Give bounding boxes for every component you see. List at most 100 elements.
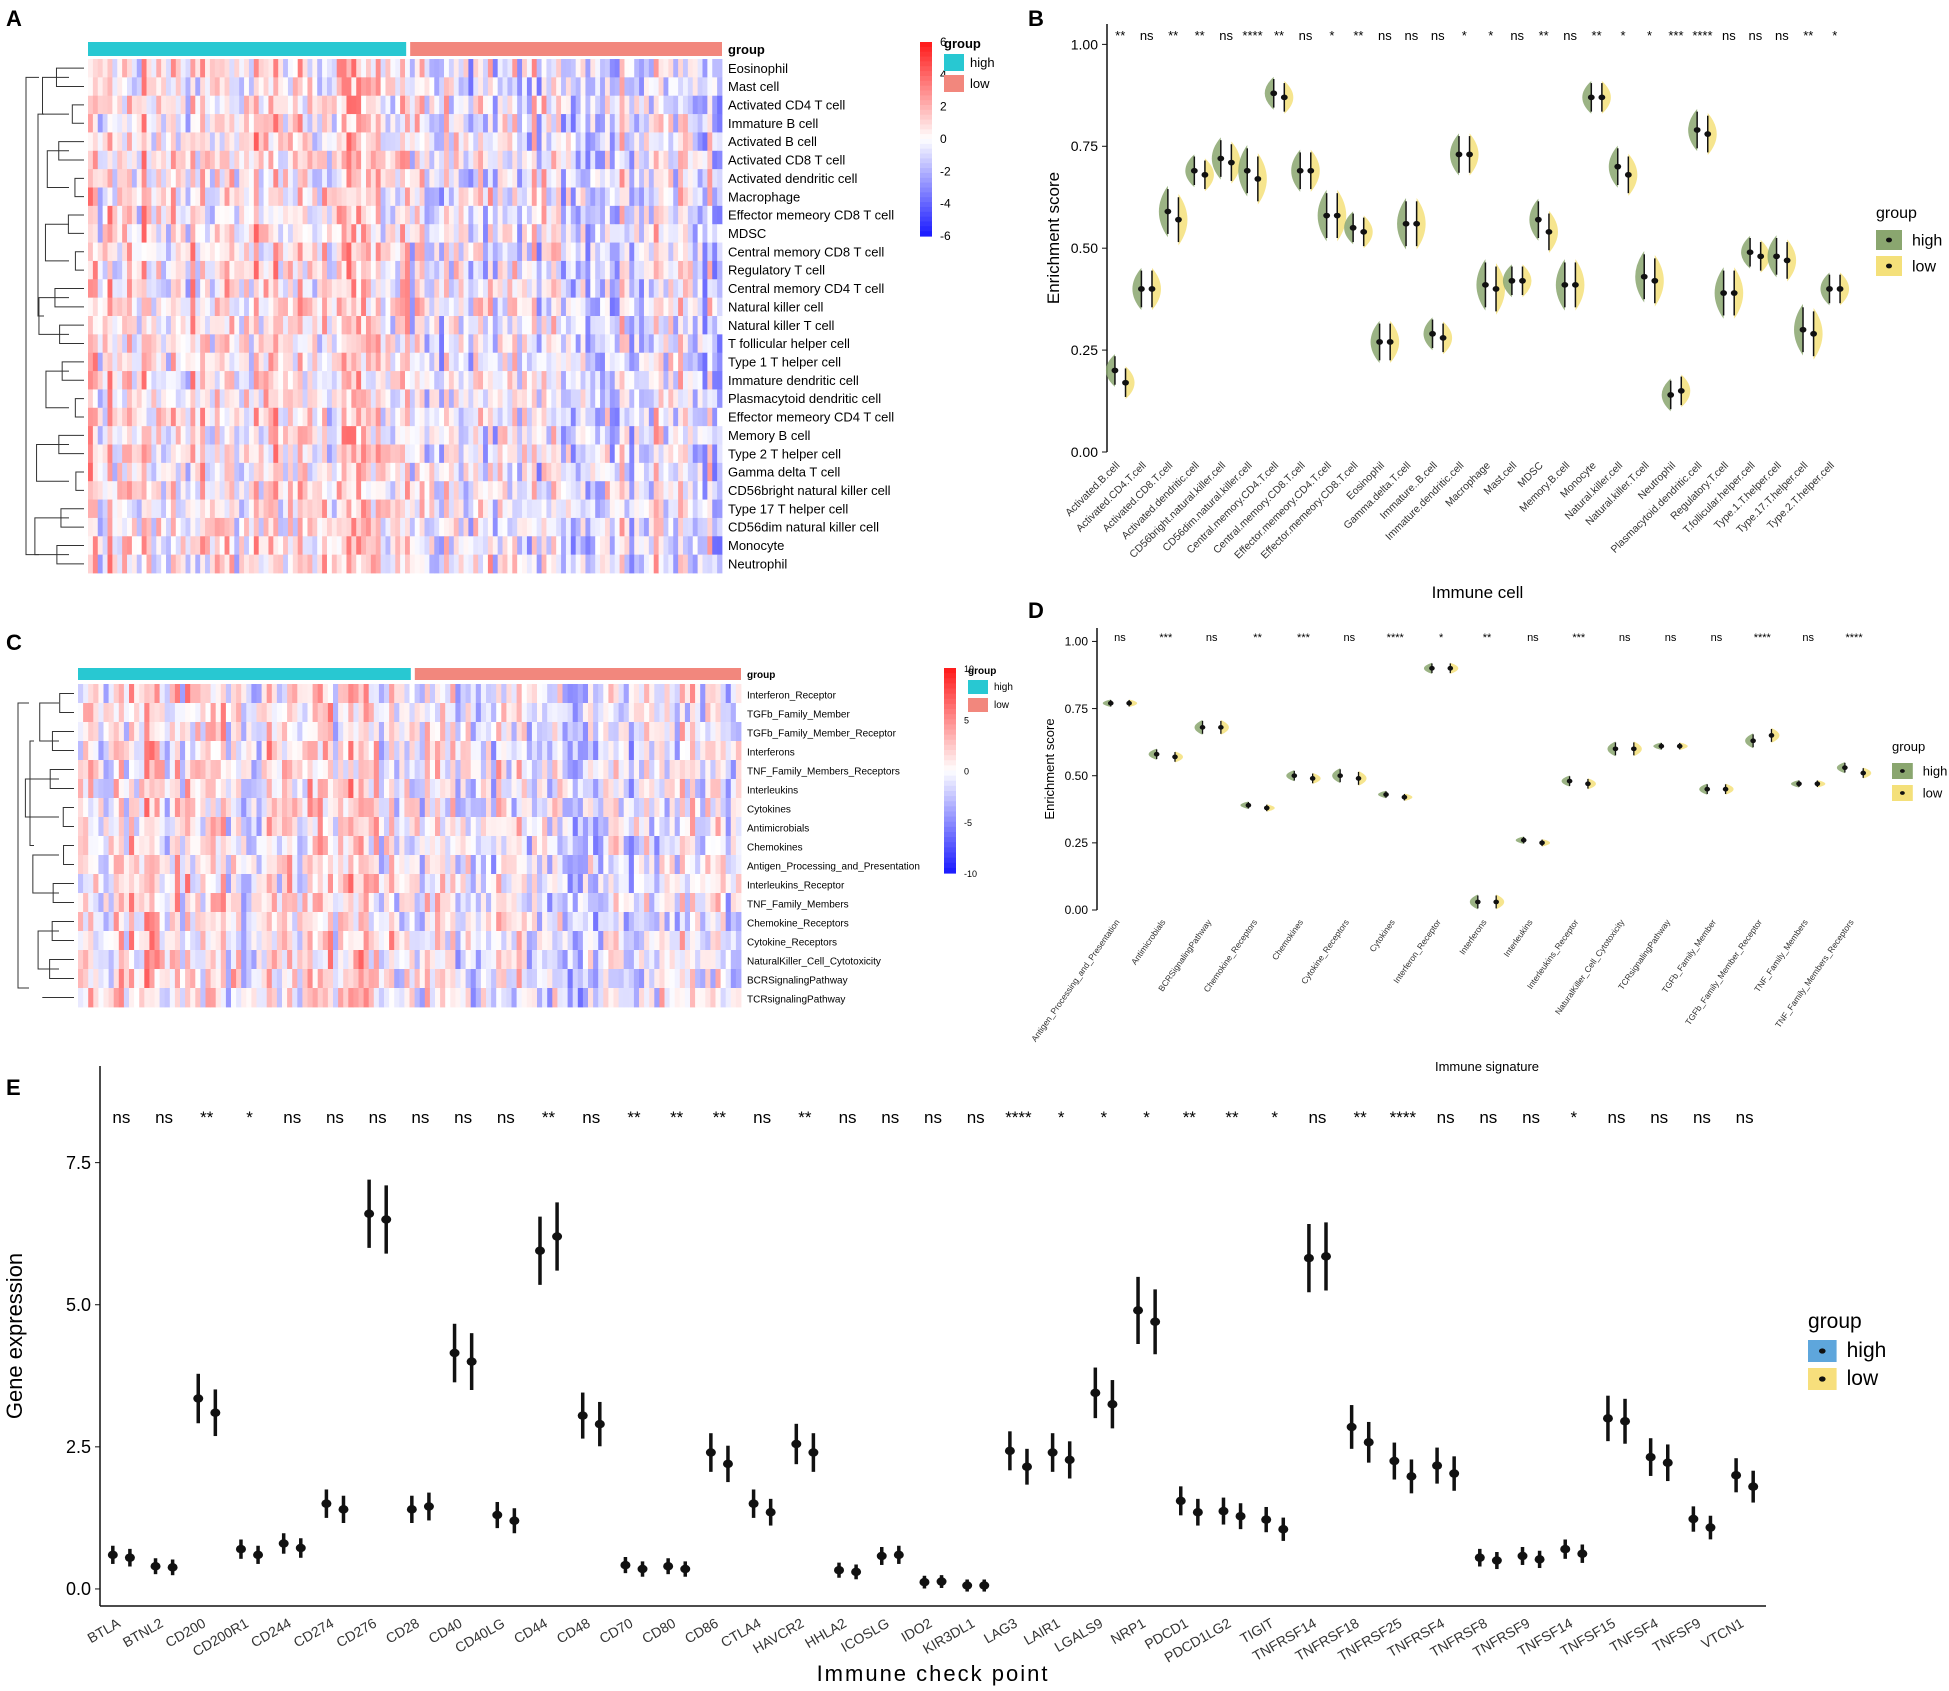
heatmap-cell [307, 95, 313, 115]
heatmap-cell [486, 817, 492, 837]
heatmap-cell [92, 444, 99, 464]
heatmap-cell [453, 279, 460, 299]
heatmap-cell [331, 371, 338, 390]
heatmap-cell [268, 389, 274, 409]
heatmap-cell [239, 426, 245, 445]
heatmap-cell [317, 426, 323, 445]
heatmap-cell [361, 205, 367, 225]
heatmap-cell [151, 554, 157, 574]
heatmap-cell [590, 242, 596, 262]
heatmap-cell [170, 444, 177, 464]
heatmap-cell [521, 722, 528, 742]
heatmap-cell [326, 132, 333, 152]
dendrogram-branch [74, 177, 84, 198]
heatmap-cell [331, 77, 338, 97]
heatmap-cell [353, 703, 359, 723]
heatmap-cell [682, 77, 689, 97]
heatmap-cell [297, 316, 303, 335]
heatmap-cell [483, 481, 489, 500]
heatmap-cell [687, 279, 694, 299]
heatmap-cell [239, 462, 245, 482]
heatmap-cell [297, 499, 303, 519]
heatmap-cell [458, 334, 464, 354]
heatmap-cell [112, 389, 118, 409]
heatmap-cell [707, 297, 713, 317]
heatmap-cell [331, 205, 338, 225]
heatmap-cell [380, 499, 386, 519]
heatmap-cell [507, 426, 513, 445]
heatmap-cell [174, 798, 181, 818]
heatmap-cell [585, 407, 591, 427]
heatmap-cell [604, 462, 611, 482]
heatmap-cell [205, 352, 211, 372]
heatmap-cell [536, 279, 542, 299]
heatmap-cell [424, 242, 430, 262]
heatmap-cell [492, 169, 499, 188]
heatmap-cell [658, 462, 664, 482]
heatmap-cell [483, 242, 489, 262]
heatmap-cell [365, 132, 372, 152]
heatmap-cell [219, 132, 225, 152]
heatmap-cell [312, 722, 319, 742]
heatmap-cell [541, 389, 547, 409]
heatmap-cell [502, 279, 508, 299]
heatmap-cell [390, 389, 396, 409]
heatmap-cell [654, 741, 660, 761]
heatmap-cell [292, 817, 298, 837]
heatmap-cell [287, 817, 293, 837]
heatmap-cell [287, 371, 294, 390]
heatmap-cell [639, 150, 645, 170]
heatmap-cell [149, 722, 155, 742]
heatmap-cell [156, 481, 162, 500]
heatmap-cell [663, 554, 669, 574]
heatmap-cell [690, 703, 696, 723]
heatmap-cell [161, 59, 167, 78]
heatmap-cell [575, 114, 581, 133]
heatmap-cell [385, 95, 391, 115]
heatmap-cell [468, 352, 474, 372]
heatmap-cell [707, 517, 713, 537]
heatmap-cell [131, 334, 138, 354]
heatmap-cell [697, 260, 703, 280]
heatmap-cell [127, 114, 133, 133]
heatmap-cell [390, 481, 396, 500]
heatmap-cell [175, 536, 182, 556]
heatmap-cell [365, 444, 372, 464]
heatmap-cell [575, 352, 581, 372]
heatmap-cell [283, 371, 289, 390]
heatmap-cell [669, 722, 676, 742]
heatmap-cell [478, 95, 484, 115]
heatmap-cell [575, 334, 581, 354]
heatmap-cell [453, 95, 460, 115]
heatmap-cell [297, 684, 303, 704]
heatmap-cell [512, 205, 518, 225]
heatmap-cell [224, 169, 230, 188]
heatmap-cell [526, 798, 533, 818]
heatmap-cell [317, 536, 323, 556]
heatmap-cell [326, 499, 333, 519]
heatmap-cell [399, 703, 405, 723]
heatmap-cell [370, 444, 377, 464]
heatmap-cell [365, 462, 372, 482]
heatmap-cell [501, 684, 507, 704]
heatmap-cell [682, 499, 689, 519]
heatmap-cell [483, 352, 489, 372]
heatmap-cell [278, 187, 284, 207]
heatmap-cell [151, 242, 157, 262]
heatmap-cell [654, 722, 660, 742]
heatmap-cell [333, 855, 339, 875]
heatmap-cell [674, 722, 681, 742]
heatmap-cell [429, 187, 435, 207]
heatmap-cell [190, 855, 196, 875]
heatmap-cell [365, 260, 372, 280]
heatmap-cell [604, 517, 611, 537]
heatmap-cell [609, 169, 616, 188]
heatmap-cell [404, 684, 410, 704]
heatmap-cell [580, 389, 586, 409]
heatmap-cell [263, 517, 269, 537]
heatmap-cell [475, 760, 482, 780]
heatmap-cell [684, 836, 691, 856]
heatmap-cell [531, 352, 538, 372]
heatmap-cell [496, 817, 502, 837]
heatmap-cell [658, 352, 664, 372]
